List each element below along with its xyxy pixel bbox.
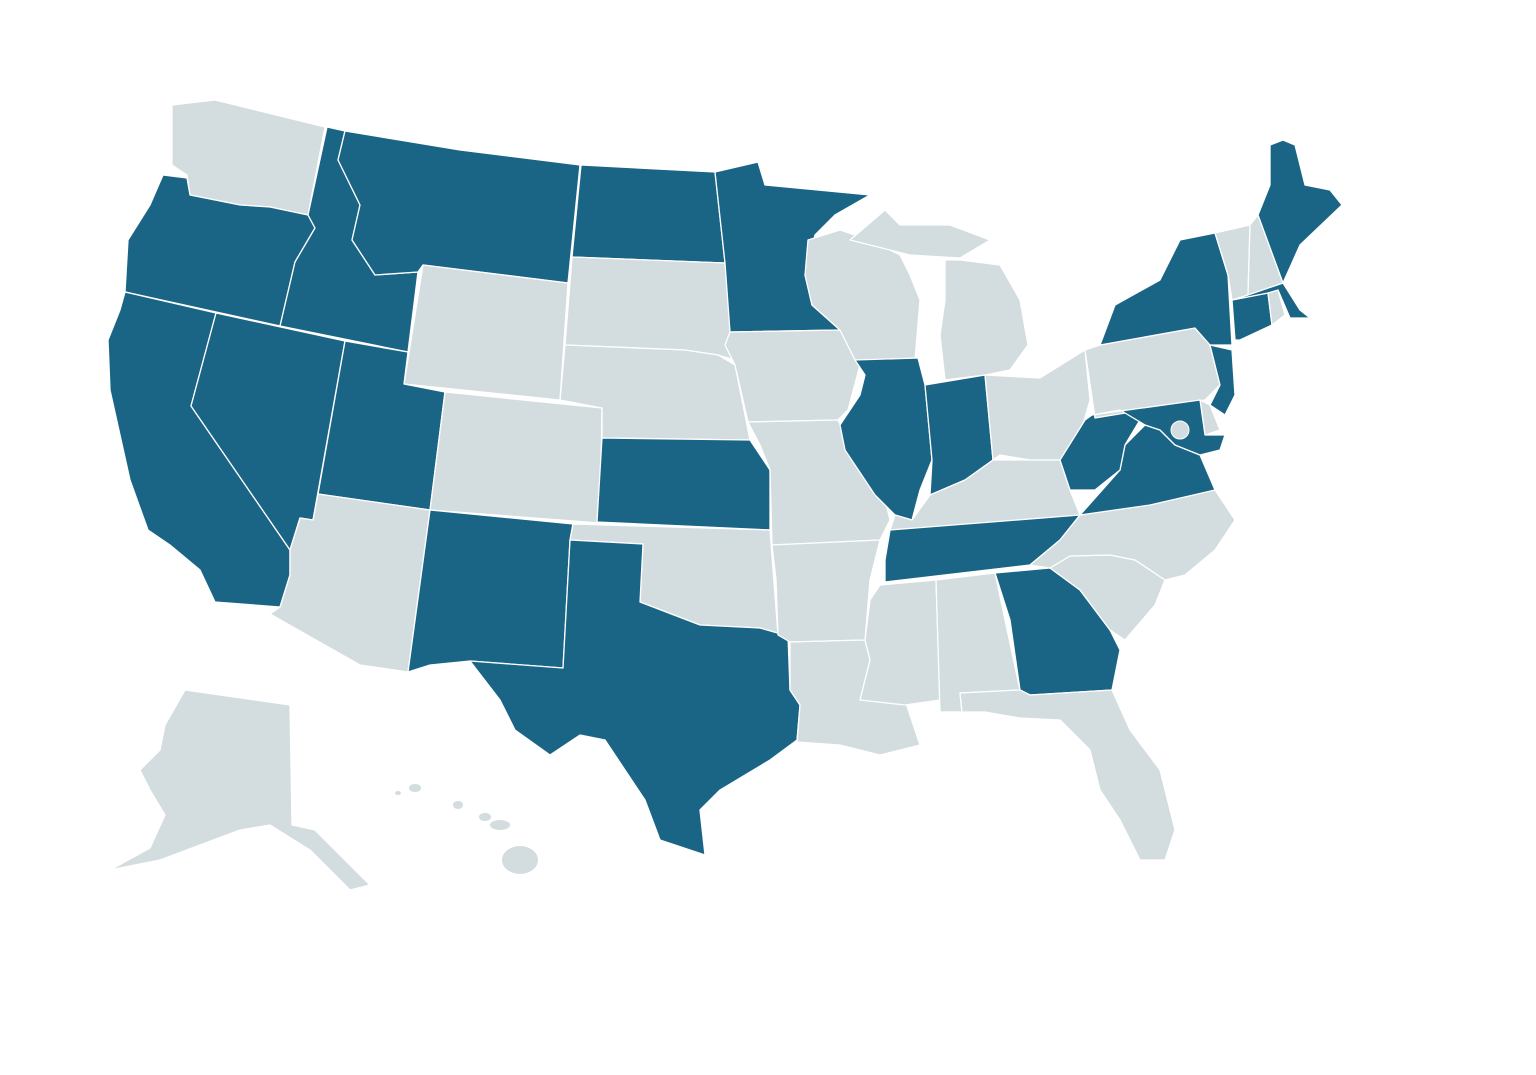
state-ct[interactable] [1231, 292, 1273, 341]
state-me[interactable] [1257, 139, 1343, 284]
state-nj[interactable] [1209, 344, 1236, 416]
state-nd[interactable] [571, 164, 726, 264]
state-fl[interactable] [939, 689, 1176, 861]
state-mt[interactable] [337, 130, 581, 284]
state-ar[interactable] [771, 539, 881, 643]
state-co[interactable] [429, 391, 603, 524]
state-dc[interactable] [1170, 420, 1190, 440]
state-hi[interactable] [479, 813, 491, 821]
state-mi[interactable] [939, 259, 1029, 381]
state-wv[interactable] [1059, 409, 1141, 491]
state-md[interactable] [1091, 399, 1226, 456]
state-sd[interactable] [564, 256, 736, 361]
state-tx[interactable] [469, 539, 801, 856]
state-hi[interactable] [502, 846, 538, 874]
state-ny[interactable] [1099, 232, 1233, 346]
state-ks[interactable] [596, 437, 771, 531]
state-nm[interactable] [407, 509, 574, 673]
state-ia[interactable] [724, 329, 861, 423]
state-mi-up[interactable] [849, 209, 991, 259]
state-ma[interactable] [1229, 282, 1311, 319]
state-ms[interactable] [859, 579, 941, 706]
state-hi[interactable] [453, 801, 463, 809]
state-hi[interactable] [490, 820, 510, 830]
state-vt[interactable] [1214, 224, 1251, 301]
state-ak[interactable] [109, 689, 371, 891]
state-hi[interactable] [409, 784, 421, 792]
state-wy[interactable] [403, 264, 569, 401]
state-hi[interactable] [395, 791, 401, 795]
